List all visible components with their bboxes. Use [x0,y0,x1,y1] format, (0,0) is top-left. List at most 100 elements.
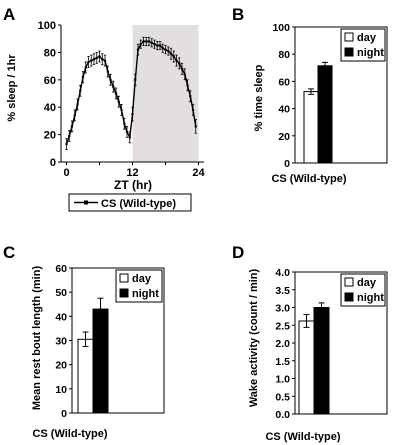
panel-a-point-43 [183,73,186,76]
panel-a-point-11 [95,56,98,59]
panel-a-point-27 [139,43,142,46]
panel-a-xtick-label-0: 0 [63,167,69,179]
panel-a-ylabel: % sleep / 1hr [6,54,18,122]
panel-a-point-37 [167,49,170,53]
panel-a-point-10 [92,58,96,61]
panel-a-point-38 [169,52,173,55]
panel-a-point-18 [114,92,118,95]
panel-c-ytick-label-4: 40 [55,311,67,323]
panel-c-legend-label-night: night [132,288,159,300]
panel-a-ytick-label-5: 100 [38,20,56,32]
panel-b-ytick-label-0: 0 [284,158,290,170]
panel-a-point-47 [194,125,197,128]
panel-a-point-20 [120,108,123,112]
panel-letter-a: A [3,5,15,24]
panel-a-ytick-label-4: 80 [44,47,56,59]
panel-a-point-8 [87,60,90,64]
panel-a-ytick-label-3: 60 [44,75,56,87]
panel-b-plot-frame [294,26,388,164]
panel-a-ytick-label-2: 40 [44,102,56,114]
panel-c-ytick-label-1: 10 [55,384,67,396]
panel-a-point-36 [164,48,167,51]
panel-a-xtick-label-4: 24 [192,167,205,179]
panel-a-point-15 [106,70,109,73]
panel-a-point-26 [136,48,140,51]
panel-a-point-19 [117,100,120,103]
panel-a-point-23 [128,136,131,139]
panel-c-legend-swatch-day [119,273,129,283]
panel-a-point-5 [79,89,82,92]
panel-a-point-0 [65,143,68,146]
panel-d-ytick-label-1: 0.5 [275,391,290,403]
panel-a-point-41 [178,62,181,65]
panel-a-point-3 [73,114,76,117]
panel-b-ylabel: % time sleep [253,64,265,131]
panel-d-legend-label-night: night [357,292,384,304]
panel-b-ytick-label-3: 60 [278,76,290,88]
panel-d-ytick-label-0: 0.0 [275,409,290,421]
panel-a-point-16 [109,78,112,81]
panel-b-ytick-label-2: 40 [278,104,290,116]
panel-c-ytick-label-6: 60 [55,263,67,275]
panel-a-point-35 [161,47,164,50]
panel-d-ytick-label-3: 1.5 [275,356,290,368]
panel-d-plot: 0.0 0.5 1.0 1.5 2.0 2.5 3.0 3.5 4.0 day night [275,267,388,421]
panel-a-point-30 [147,40,151,43]
panel-a-point-22 [125,130,129,133]
panel-d-ytick-label-4: 2.0 [275,338,290,350]
panel-b-ytick-label-4: 80 [278,49,290,61]
panel-a-point-45 [189,95,192,98]
panel-a-point-40 [175,59,178,62]
panel-letter-d: D [232,243,244,262]
panel-b-ytick-label-5: 100 [272,22,290,34]
panel-b-legend-swatch-night [344,47,354,57]
panel-c-bar-night [92,308,109,414]
panel-a-point-32 [153,43,156,46]
panel-a-point-9 [90,59,93,62]
panel-a: A % sleep / 1hr ZT (hr) CS (Wild-type) 0… [3,5,205,212]
panel-b-ytick-label-1: 20 [278,131,290,143]
panel-a-point-17 [112,85,115,88]
panel-a-point-12 [98,55,101,58]
panel-a-point-33 [156,44,159,47]
panel-c-ytick-label-5: 50 [55,287,67,299]
panel-c-legend-label-day: day [132,273,152,285]
panel-a-point-34 [158,44,162,47]
panel-c-ytick-label-3: 30 [55,336,67,348]
panel-b-legend-label-day: day [357,32,377,44]
panel-b-legend-swatch-day [344,32,354,42]
panel-b: B % time sleep CS (Wild-type) 0 20 40 60 80 1… [232,5,388,185]
panel-a-point-29 [145,40,148,43]
panel-letter-c: C [3,243,15,262]
panel-letter-b: B [232,5,244,24]
panel-c: C Mean rest bout length (min) CS (Wild-t… [3,243,165,440]
panel-a-point-4 [76,103,79,106]
panel-d-ytick-label-5: 2.5 [275,320,290,332]
panel-d-legend-label-day: day [357,277,377,289]
panel-b-bar-night [317,65,333,164]
panel-a-xlabel: ZT (hr) [114,178,152,192]
panel-a-point-42 [180,67,184,70]
panel-b-plot: 0 20 40 60 80 100 day night [272,22,388,170]
panel-a-point-7 [84,66,87,69]
panel-a-legend: CS (Wild-type) [68,193,192,212]
panel-a-point-46 [191,108,195,112]
panel-d-legend-swatch-night [344,292,354,302]
panel-a-ytick-label-0: 0 [50,157,56,169]
panel-a-point-21 [123,122,126,125]
panel-b-bar-day [303,91,319,164]
panel-c-bar-day [77,338,94,414]
panel-d-xlabel: CS (Wild-type) [265,431,340,443]
panel-c-ytick-label-2: 20 [55,360,67,372]
panel-b-xlabel: CS (Wild-type) [271,173,346,185]
panel-a-legend-label: CS (Wild-type) [101,198,176,210]
panel-d-ytick-label-7: 3.5 [275,285,290,297]
panel-c-legend-swatch-night [119,288,129,298]
panel-d-ytick-label-2: 1.0 [275,374,290,386]
panel-d-bar-night [313,307,330,415]
panel-a-point-44 [186,84,189,87]
panel-a-point-25 [134,78,137,81]
panel-d-ytick-label-6: 3.0 [275,303,290,315]
panel-a-point-14 [103,59,107,62]
